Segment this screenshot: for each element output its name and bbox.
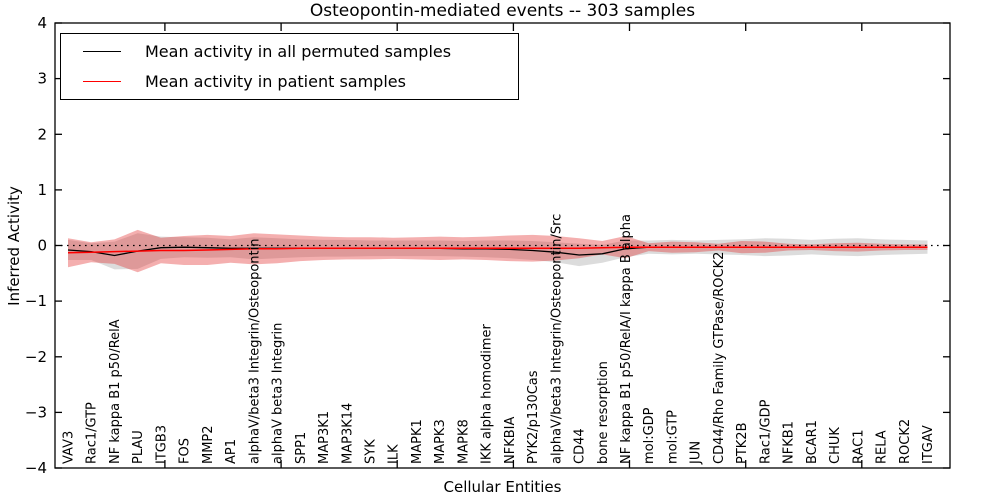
- y-tick-label: 3: [37, 70, 47, 88]
- x-category-label: BCAR1: [805, 420, 820, 464]
- permuted-band: [68, 233, 928, 270]
- y-tick-label: 0: [37, 237, 47, 255]
- y-tick-label: 1: [37, 181, 47, 199]
- x-category-label: MAPK3: [433, 419, 448, 464]
- x-category-label: MAP3K1: [317, 411, 332, 464]
- x-category-label: IKK alpha homodimer: [480, 323, 495, 464]
- x-category-label: CHUK: [828, 427, 843, 464]
- x-category-label: FOS: [178, 438, 193, 464]
- x-category-label: NFKB1: [782, 421, 797, 464]
- legend: Mean activity in all permuted samples Me…: [60, 33, 519, 100]
- patient-line-swatch: [83, 80, 121, 82]
- x-category-label: PLAU: [131, 430, 146, 464]
- x-category-label: SPP1: [294, 432, 309, 464]
- x-category-label: alphaV/beta3 Integrin/Osteopontin: [247, 239, 262, 464]
- x-category-label: MAPK1: [410, 419, 425, 464]
- y-tick-label: −4: [25, 459, 47, 477]
- x-category-label: NF kappa B1 p50/RelA: [108, 319, 123, 464]
- x-category-label: ILK: [387, 444, 402, 464]
- x-category-label: VAV3: [62, 431, 77, 464]
- legend-label-permuted: Mean activity in all permuted samples: [145, 42, 452, 62]
- legend-label-patient: Mean activity in patient samples: [145, 71, 406, 91]
- x-category-label: PTK2B: [735, 423, 750, 465]
- x-category-label: mol:GTP: [666, 410, 681, 464]
- permuted-line-swatch: [83, 51, 121, 53]
- y-tick-label: 2: [37, 125, 47, 143]
- x-category-label: MMP2: [201, 425, 216, 464]
- x-category-label: CD44: [573, 428, 588, 464]
- x-category-label: ROCK2: [898, 419, 913, 464]
- legend-item-permuted: Mean activity in all permuted samples: [61, 38, 518, 66]
- x-category-label: alphaV/beta3 Integrin/Osteopontin/Src: [549, 214, 564, 464]
- x-category-label: NF kappa B1 p50/RelA/I kappa B alpha: [619, 214, 634, 464]
- y-tick-label: 4: [37, 14, 47, 32]
- x-category-label: mol:GDP: [642, 407, 657, 464]
- patient-line: [67, 246, 928, 254]
- x-category-label: AP1: [224, 439, 239, 464]
- patient-band: [68, 229, 928, 273]
- x-category-label: bone resorption: [596, 361, 611, 464]
- x-category-label: PYK2/p130Cas: [526, 370, 541, 464]
- x-category-label: RAC1: [851, 429, 866, 464]
- x-category-label: ITGB3: [154, 425, 169, 464]
- y-tick-label: −2: [25, 348, 47, 366]
- x-category-label: MAPK8: [456, 419, 471, 464]
- legend-item-patient: Mean activity in patient samples: [61, 67, 518, 95]
- x-category-label: Rac1/GTP: [85, 402, 100, 464]
- x-category-label: alphaV beta3 Integrin: [271, 323, 286, 464]
- y-tick-label: −1: [25, 292, 47, 310]
- y-tick-label: −3: [25, 403, 47, 421]
- x-category-label: RELA: [875, 430, 890, 464]
- chart-title: Osteopontin-mediated events -- 303 sampl…: [309, 1, 696, 21]
- x-category-label: SYK: [364, 439, 379, 464]
- x-category-label: MAP3K14: [340, 403, 355, 464]
- x-category-label: Rac1/GDP: [758, 399, 773, 464]
- x-category-label: NFKBIA: [503, 417, 518, 464]
- x-category-label: JUN: [689, 441, 704, 465]
- x-category-label: CD44/Rho Family GTPase/ROCK2: [712, 252, 727, 464]
- x-axis-label: Cellular Entities: [443, 478, 562, 496]
- x-category-label: ITGAV: [921, 425, 936, 464]
